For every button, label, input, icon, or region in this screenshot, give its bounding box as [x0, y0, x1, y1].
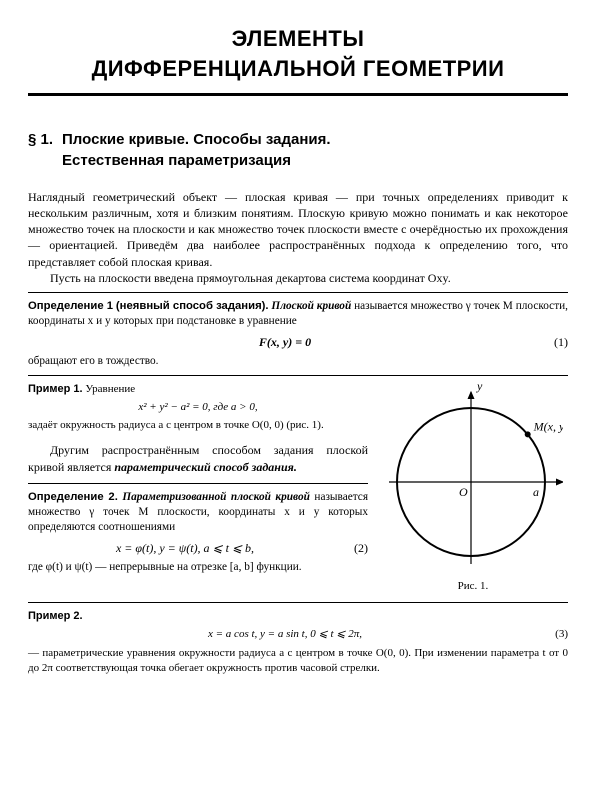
example-1: Пример 1. Уравнение [28, 382, 368, 397]
definition-2: Определение 2. Параметризованной плоской… [28, 490, 368, 536]
section-line1: Плоские кривые. Способы задания. [62, 131, 331, 148]
def2-tail: где φ(t) и ψ(t) — непрерывные на отрезке… [28, 560, 368, 575]
figure-1-caption: Рис. 1. [378, 579, 568, 594]
figure-1: yxOaM(x, y) Рис. 1. [378, 382, 568, 594]
equation-3: x = a cos t, y = a sin t, 0 ⩽ t ⩽ 2π, [28, 627, 542, 642]
equation-3-number: (3) [542, 627, 568, 642]
section-heading: § 1.Плоские кривые. Способы задания. Ест… [28, 130, 568, 171]
definition-1: Определение 1 (неявный способ задания). … [28, 299, 568, 330]
svg-text:O: O [459, 485, 468, 499]
equation-2-row: x = φ(t), y = ψ(t), a ⩽ t ⩽ b, (2) [28, 540, 368, 556]
intro-paragraph-2: Пусть на плоскости введена прямоугольная… [28, 270, 568, 286]
equation-3-row: x = a cos t, y = a sin t, 0 ⩽ t ⩽ 2π, (3… [28, 627, 568, 642]
figure-1-svg: yxOaM(x, y) [383, 382, 563, 572]
equation-1-row: F(x, y) = 0 (1) [28, 334, 568, 350]
title-line1: ЭЛЕМЕНТЫ [232, 26, 365, 51]
ex1-tail: задаёт окружность радиуса a с центром в … [28, 418, 368, 433]
rule-1 [28, 292, 568, 293]
def1-term: Плоской кривой [271, 300, 354, 312]
equation-2: x = φ(t), y = ψ(t), a ⩽ t ⩽ b, [28, 540, 342, 556]
equation-2-number: (2) [342, 540, 368, 556]
ex1-title: Пример 1. [28, 383, 83, 395]
mid-paragraph-text: Другим распространённым способом задания… [28, 443, 368, 473]
example-figure-block: Пример 1. Уравнение x² + y² − a² = 0, гд… [28, 382, 568, 594]
def2-term: Параметризованной плоской кривой [122, 491, 314, 503]
rule-under-title [28, 93, 568, 96]
section-line2: Естественная параметризация [28, 151, 568, 171]
svg-text:a: a [533, 485, 539, 499]
def2-title: Определение 2. [28, 491, 118, 503]
svg-text:M(x, y): M(x, y) [533, 419, 563, 433]
title-line2: ДИФФЕРЕНЦИАЛЬНОЙ ГЕОМЕТРИИ [92, 56, 505, 81]
example-2-title: Пример 2. [28, 609, 568, 624]
mid-paragraph: Другим распространённым способом задания… [28, 442, 368, 474]
def1-title: Определение 1 [28, 300, 113, 312]
equation-1-number: (1) [542, 334, 568, 350]
def1-subtitle: (неявный способ задания). [116, 300, 269, 312]
ex2-tail: — параметрические уравнения окружности р… [28, 646, 568, 676]
def1-tail: обращают его в тождество. [28, 354, 568, 369]
rule-3 [28, 483, 368, 484]
rule-2 [28, 375, 568, 376]
intro-paragraph-1: Наглядный геометрический объект — плоска… [28, 189, 568, 270]
rule-4 [28, 602, 568, 603]
ex1-lead: Уравнение [83, 383, 136, 395]
equation-1: F(x, y) = 0 [259, 335, 311, 349]
svg-text:y: y [476, 382, 483, 393]
ex1-equation: x² + y² − a² = 0, где a > 0, [28, 400, 368, 415]
ex2-title: Пример 2. [28, 610, 83, 622]
section-number: § 1. [28, 130, 62, 150]
page-title: ЭЛЕМЕНТЫ ДИФФЕРЕНЦИАЛЬНОЙ ГЕОМЕТРИИ [28, 24, 568, 83]
